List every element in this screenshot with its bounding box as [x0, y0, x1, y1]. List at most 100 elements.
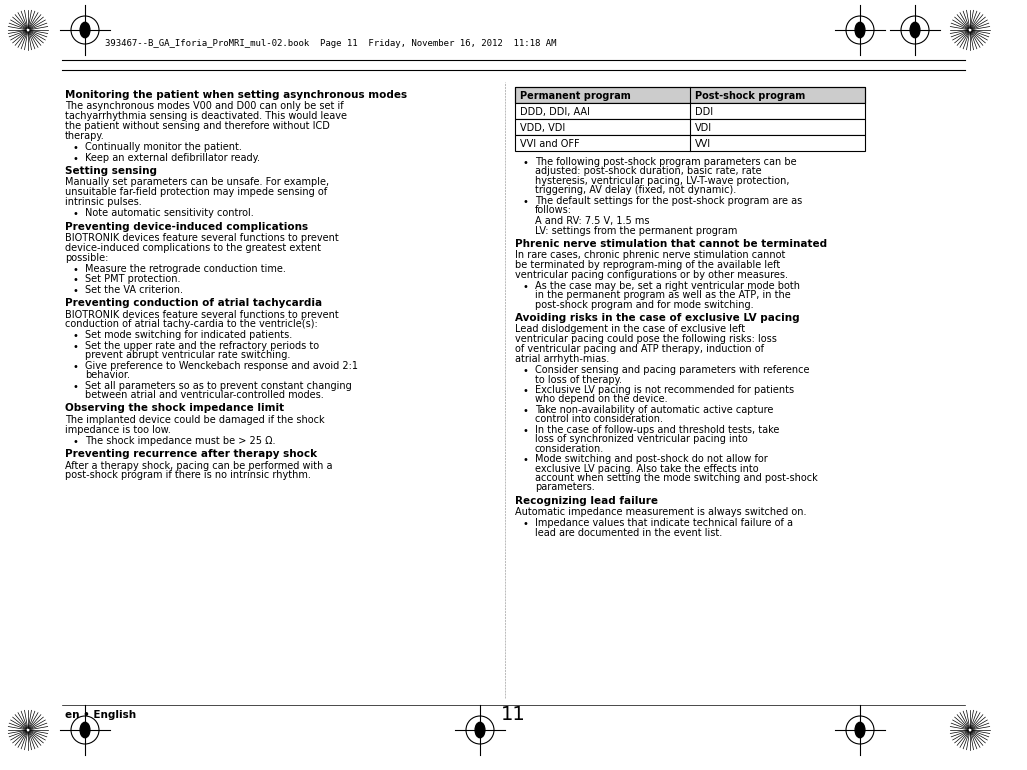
Text: 11: 11: [500, 705, 526, 725]
Text: •: •: [523, 455, 529, 465]
Text: •: •: [523, 519, 529, 529]
Text: DDD, DDI, AAI: DDD, DDI, AAI: [520, 107, 589, 117]
Text: •: •: [73, 153, 79, 163]
Text: Consider sensing and pacing parameters with reference: Consider sensing and pacing parameters w…: [535, 365, 809, 375]
Text: Set the upper rate and the refractory periods to: Set the upper rate and the refractory pe…: [85, 341, 319, 351]
Text: A and RV: 7.5 V, 1.5 ms: A and RV: 7.5 V, 1.5 ms: [535, 216, 649, 226]
Text: Preventing conduction of atrial tachycardia: Preventing conduction of atrial tachycar…: [65, 298, 322, 308]
Text: impedance is too low.: impedance is too low.: [65, 425, 170, 435]
Text: •: •: [523, 386, 529, 396]
Text: BIOTRONIK devices feature several functions to prevent: BIOTRONIK devices feature several functi…: [65, 233, 339, 243]
Text: follows:: follows:: [535, 206, 572, 216]
Text: •: •: [73, 437, 79, 447]
Text: conduction of atrial tachy-cardia to the ventricle(s):: conduction of atrial tachy-cardia to the…: [65, 320, 317, 330]
Text: •: •: [73, 362, 79, 372]
Text: parameters.: parameters.: [535, 483, 595, 493]
Text: tachyarrhythmia sensing is deactivated. This would leave: tachyarrhythmia sensing is deactivated. …: [65, 112, 347, 122]
Text: Preventing device-induced complications: Preventing device-induced complications: [65, 222, 308, 232]
Text: Mode switching and post-shock do not allow for: Mode switching and post-shock do not all…: [535, 454, 768, 464]
Text: lead are documented in the event list.: lead are documented in the event list.: [535, 527, 722, 537]
Text: •: •: [73, 275, 79, 285]
Text: VDI: VDI: [695, 123, 712, 133]
Text: exclusive LV pacing. Also take the effects into: exclusive LV pacing. Also take the effec…: [535, 464, 759, 474]
Text: LV: settings from the permanent program: LV: settings from the permanent program: [535, 226, 737, 236]
Text: Avoiding risks in the case of exclusive LV pacing: Avoiding risks in the case of exclusive …: [515, 313, 800, 323]
Text: •: •: [523, 426, 529, 436]
Text: Lead dislodgement in the case of exclusive left: Lead dislodgement in the case of exclusi…: [515, 324, 746, 334]
Text: Give preference to Wenckebach response and avoid 2:1: Give preference to Wenckebach response a…: [85, 360, 358, 370]
Text: In the case of follow-ups and threshold tests, take: In the case of follow-ups and threshold …: [535, 425, 779, 435]
Ellipse shape: [476, 722, 485, 738]
Text: VVI and OFF: VVI and OFF: [520, 139, 579, 149]
Text: Measure the retrograde conduction time.: Measure the retrograde conduction time.: [85, 263, 286, 273]
Text: Manually set parameters can be unsafe. For example,: Manually set parameters can be unsafe. F…: [65, 177, 329, 187]
Text: Monitoring the patient when setting asynchronous modes: Monitoring the patient when setting asyn…: [65, 90, 407, 100]
Text: between atrial and ventricular-controlled modes.: between atrial and ventricular-controlle…: [85, 390, 324, 400]
Text: therapy.: therapy.: [65, 131, 105, 141]
Text: Post-shock program: Post-shock program: [695, 91, 805, 101]
Text: unsuitable far-field protection may impede sensing of: unsuitable far-field protection may impe…: [65, 187, 328, 197]
Text: behavior.: behavior.: [85, 370, 130, 380]
Text: who depend on the device.: who depend on the device.: [535, 394, 668, 404]
Text: Exclusive LV pacing is not recommended for patients: Exclusive LV pacing is not recommended f…: [535, 385, 794, 395]
Text: In rare cases, chronic phrenic nerve stimulation cannot: In rare cases, chronic phrenic nerve sti…: [515, 250, 786, 260]
Bar: [515, 119, 865, 135]
Text: •: •: [523, 406, 529, 416]
Text: •: •: [73, 286, 79, 296]
Text: Observing the shock impedance limit: Observing the shock impedance limit: [65, 403, 284, 413]
Text: Automatic impedance measurement is always switched on.: Automatic impedance measurement is alway…: [515, 507, 806, 517]
Ellipse shape: [80, 722, 90, 738]
Text: After a therapy shock, pacing can be performed with a: After a therapy shock, pacing can be per…: [65, 460, 333, 470]
Text: Permanent program: Permanent program: [520, 91, 631, 101]
Text: Phrenic nerve stimulation that cannot be terminated: Phrenic nerve stimulation that cannot be…: [515, 239, 827, 249]
Text: prevent abrupt ventricular rate switching.: prevent abrupt ventricular rate switchin…: [85, 350, 291, 360]
Text: control into consideration.: control into consideration.: [535, 414, 663, 424]
Text: atrial arrhyth-mias.: atrial arrhyth-mias.: [515, 354, 609, 364]
Text: in the permanent program as well as the ATP, in the: in the permanent program as well as the …: [535, 290, 791, 300]
Text: Impedance values that indicate technical failure of a: Impedance values that indicate technical…: [535, 518, 793, 528]
Text: post-shock program if there is no intrinsic rhythm.: post-shock program if there is no intrin…: [65, 470, 311, 480]
Text: to loss of therapy.: to loss of therapy.: [535, 374, 622, 384]
Text: As the case may be, set a right ventricular mode both: As the case may be, set a right ventricu…: [535, 280, 800, 290]
Text: possible:: possible:: [65, 253, 109, 263]
Text: The asynchronous modes V00 and D00 can only be set if: The asynchronous modes V00 and D00 can o…: [65, 102, 344, 112]
Text: hysteresis, ventricular pacing, LV-T-wave protection,: hysteresis, ventricular pacing, LV-T-wav…: [535, 176, 790, 186]
Ellipse shape: [910, 22, 920, 38]
Ellipse shape: [855, 22, 865, 38]
Ellipse shape: [855, 722, 865, 738]
Text: •: •: [73, 209, 79, 219]
Text: Set all parameters so as to prevent constant changing: Set all parameters so as to prevent cons…: [85, 380, 352, 390]
Text: Note automatic sensitivity control.: Note automatic sensitivity control.: [85, 208, 254, 218]
Text: Keep an external defibrillator ready.: Keep an external defibrillator ready.: [85, 152, 260, 162]
Text: •: •: [73, 143, 79, 153]
Bar: [515, 103, 865, 119]
Text: Set PMT protection.: Set PMT protection.: [85, 274, 181, 284]
Text: ventricular pacing configurations or by other measures.: ventricular pacing configurations or by …: [515, 270, 788, 280]
Text: triggering, AV delay (fixed, not dynamic).: triggering, AV delay (fixed, not dynamic…: [535, 186, 736, 196]
Text: •: •: [73, 382, 79, 392]
Text: Take non-availability of automatic active capture: Take non-availability of automatic activ…: [535, 405, 773, 415]
Text: VDD, VDI: VDD, VDI: [520, 123, 565, 133]
Text: 393467--B_GA_Iforia_ProMRI_mul-02.book  Page 11  Friday, November 16, 2012  11:1: 393467--B_GA_Iforia_ProMRI_mul-02.book P…: [105, 38, 557, 48]
Text: The default settings for the post-shock program are as: The default settings for the post-shock …: [535, 196, 802, 206]
Text: the patient without sensing and therefore without ICD: the patient without sensing and therefor…: [65, 121, 330, 131]
Text: BIOTRONIK devices feature several functions to prevent: BIOTRONIK devices feature several functi…: [65, 310, 339, 320]
Text: device-induced complications to the greatest extent: device-induced complications to the grea…: [65, 243, 321, 253]
Text: Preventing recurrence after therapy shock: Preventing recurrence after therapy shoc…: [65, 449, 317, 459]
Text: ventricular pacing could pose the following risks: loss: ventricular pacing could pose the follow…: [515, 334, 776, 344]
Text: •: •: [523, 282, 529, 292]
Text: Setting sensing: Setting sensing: [65, 166, 157, 176]
Text: •: •: [73, 342, 79, 352]
Text: The shock impedance must be > 25 Ω.: The shock impedance must be > 25 Ω.: [85, 436, 275, 446]
Text: consideration.: consideration.: [535, 444, 604, 454]
Bar: [515, 87, 865, 103]
Text: Set mode switching for indicated patients.: Set mode switching for indicated patient…: [85, 330, 293, 340]
Text: Recognizing lead failure: Recognizing lead failure: [515, 496, 658, 506]
Text: be terminated by reprogram-ming of the available left: be terminated by reprogram-ming of the a…: [515, 259, 781, 270]
Text: The following post-shock program parameters can be: The following post-shock program paramet…: [535, 157, 797, 167]
Text: Set the VA criterion.: Set the VA criterion.: [85, 285, 183, 295]
Bar: [515, 135, 865, 151]
Text: The implanted device could be damaged if the shock: The implanted device could be damaged if…: [65, 415, 325, 425]
Text: post-shock program and for mode switching.: post-shock program and for mode switchin…: [535, 300, 754, 310]
Text: •: •: [523, 366, 529, 376]
